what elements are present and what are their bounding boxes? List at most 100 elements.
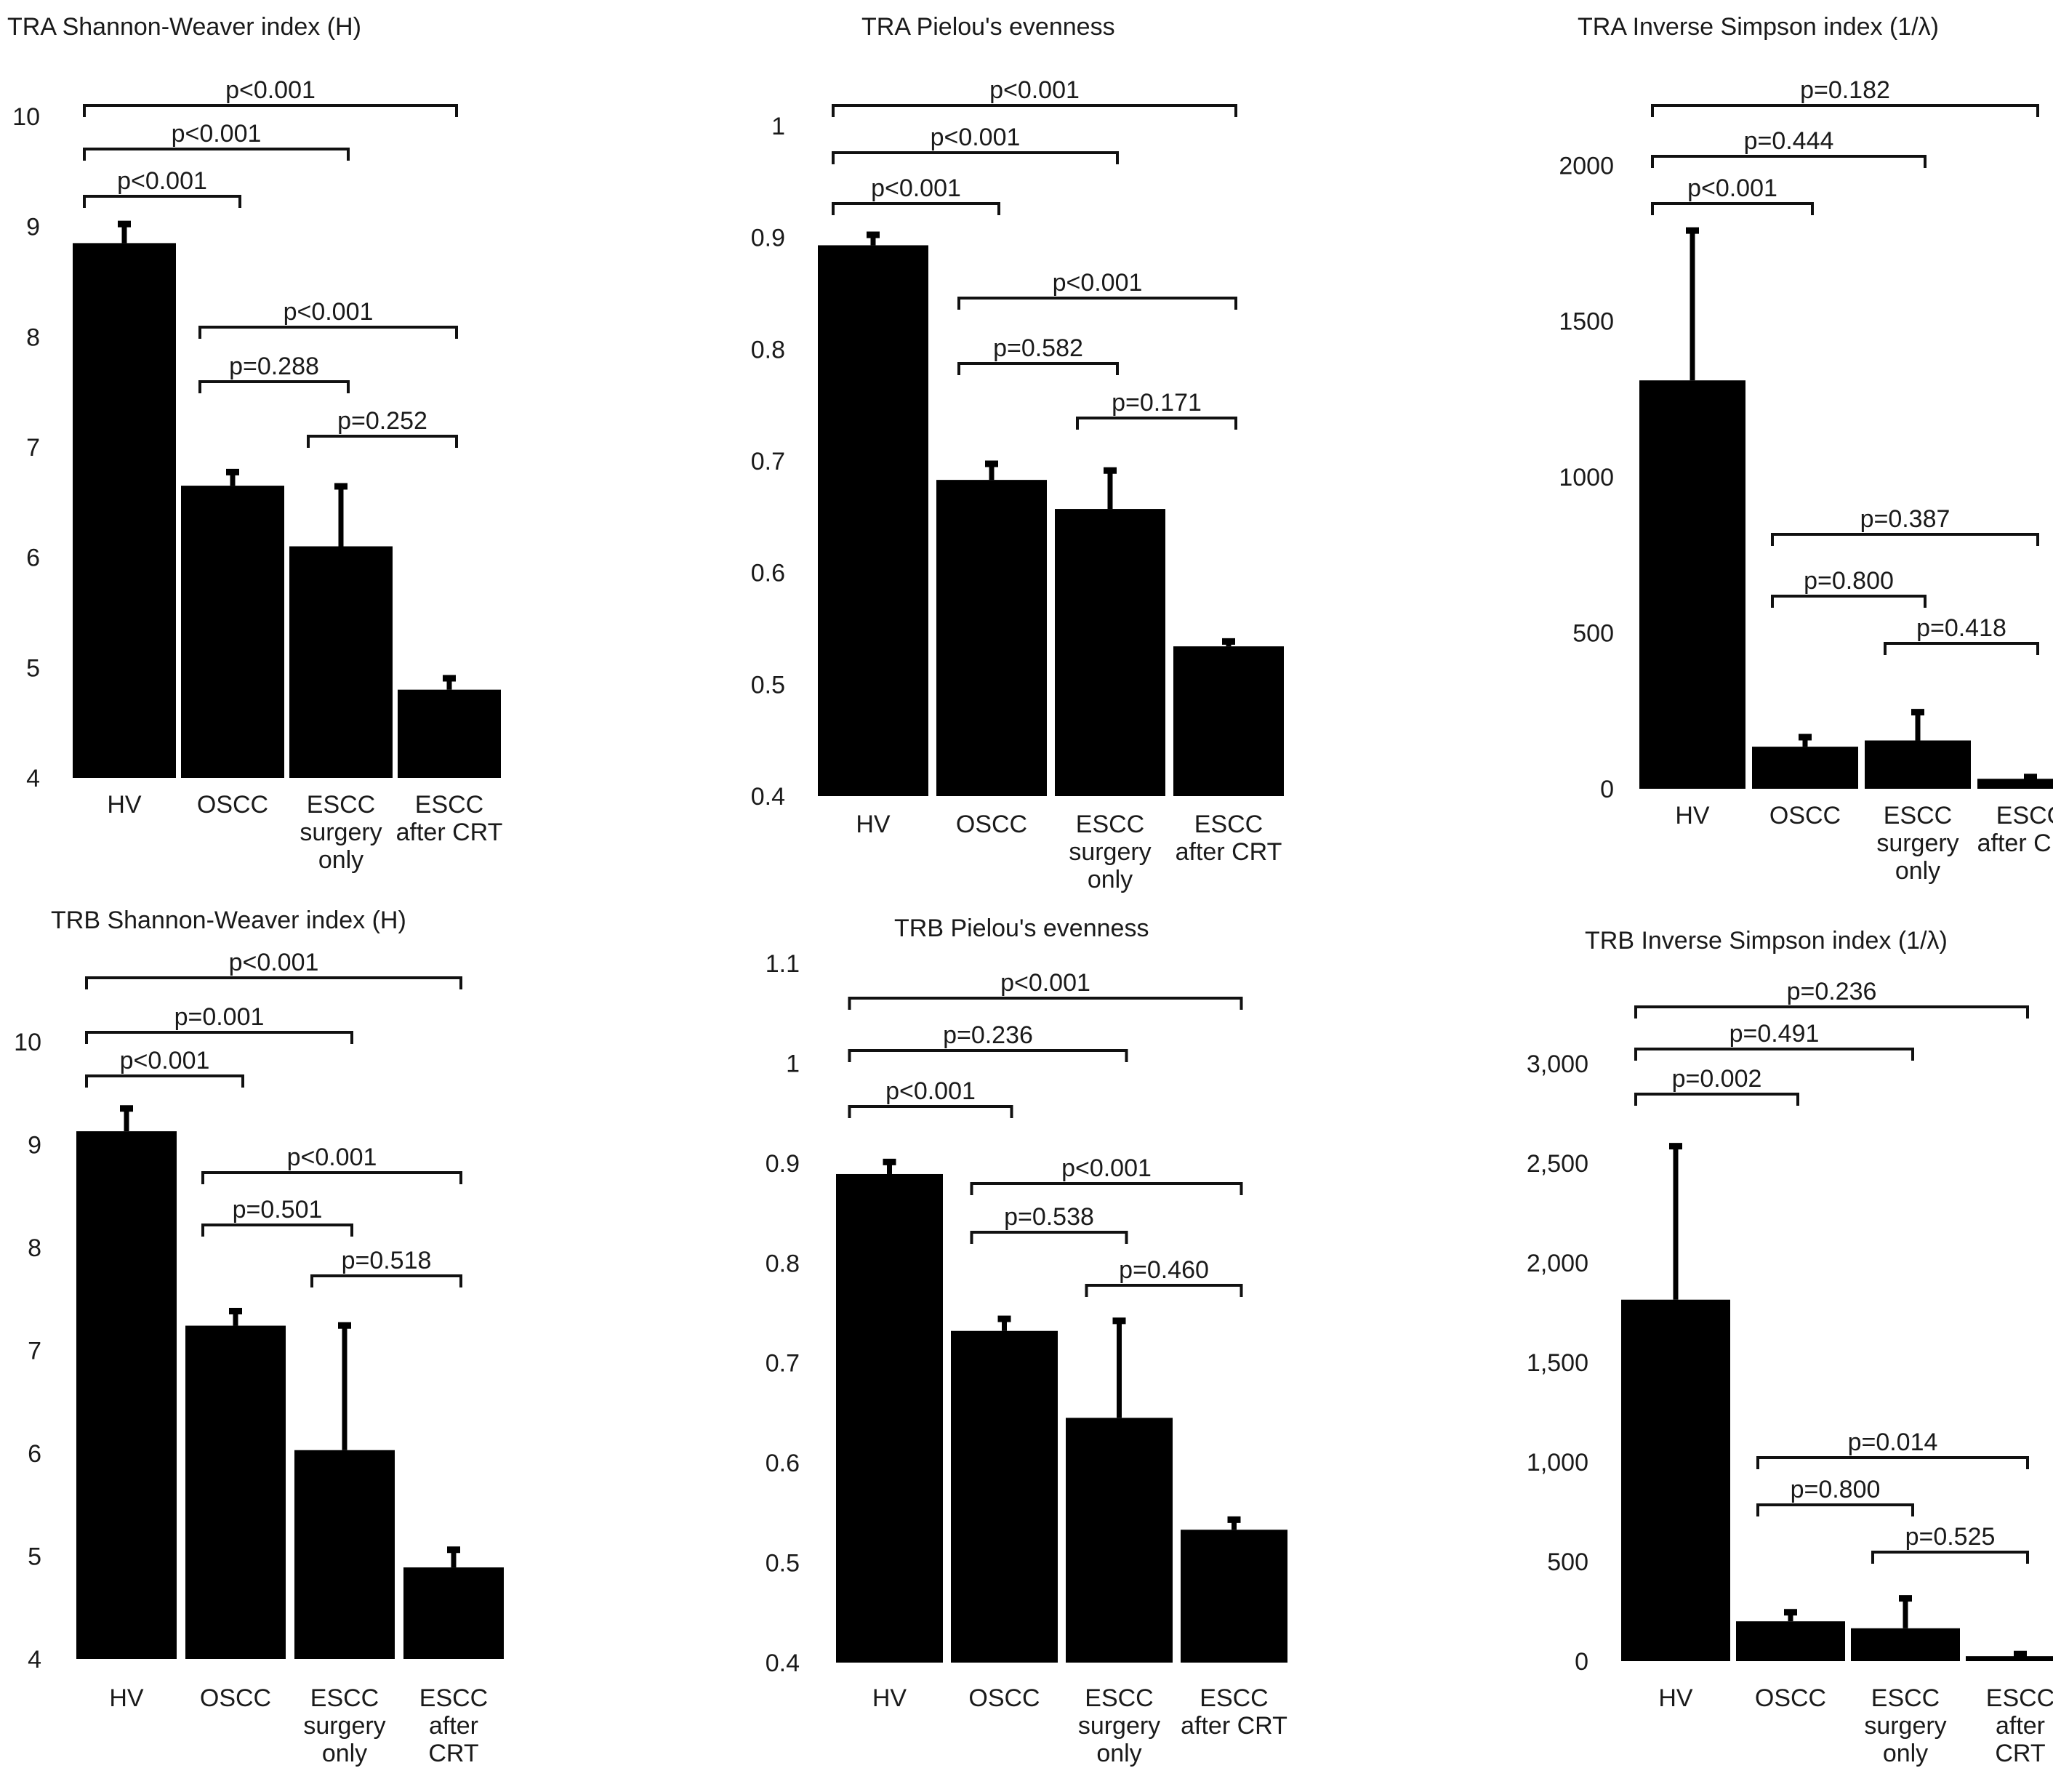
- significance-bracket: [848, 1105, 1013, 1118]
- bar-1: [818, 245, 928, 796]
- p-value-label: p=0.252: [337, 407, 427, 435]
- y-tick-label: 5: [28, 1543, 41, 1571]
- p-value-label: p=0.288: [229, 353, 319, 380]
- bar-4: [1966, 1656, 2053, 1661]
- chart-title: TRA Inverse Simpson index (1/λ): [1578, 13, 1939, 41]
- p-value-label: p=0.518: [342, 1247, 432, 1274]
- bar-1: [73, 243, 176, 779]
- x-tick-label: OSCC: [200, 1684, 271, 1712]
- y-tick-label: 6: [28, 1440, 41, 1468]
- y-tick-label: 1,000: [1527, 1449, 1588, 1476]
- chart-panel-2: TRA Pielou's evenness 0.4 0.5 0.6 0.7 0.8 0.9 1…: [751, 13, 1284, 893]
- p-value-label: p=0.387: [1860, 505, 1950, 533]
- x-tick-label: ESCC: [1200, 1684, 1268, 1712]
- x-tick-label: only: [1883, 1740, 1928, 1767]
- bar-4: [1977, 779, 2053, 789]
- bar-2: [185, 1325, 286, 1659]
- chart-title: TRB Pielou's evenness: [894, 915, 1149, 942]
- x-tick-label: only: [1088, 866, 1133, 893]
- x-tick-label: HV: [856, 811, 891, 838]
- y-tick-label: 9: [26, 214, 40, 241]
- significance-bracket: [1771, 533, 2039, 546]
- x-tick-label: HV: [1675, 802, 1710, 829]
- bar-1: [1621, 1299, 1730, 1661]
- significance-bracket: [1634, 1005, 2029, 1018]
- bar-3: [1055, 509, 1165, 796]
- x-tick-label: after CRT: [1181, 1712, 1287, 1740]
- bar-1: [76, 1131, 177, 1659]
- x-tick-label: only: [318, 846, 363, 874]
- significance-bracket: [970, 1231, 1128, 1244]
- y-tick-label: 7: [28, 1338, 41, 1365]
- p-value-label: p<0.001: [1061, 1154, 1152, 1182]
- bar-3: [289, 546, 393, 778]
- chart-title: TRB Shannon-Weaver index (H): [51, 907, 406, 934]
- p-value-label: p=0.002: [1672, 1065, 1762, 1093]
- bar-3: [1851, 1628, 1960, 1661]
- y-tick-label: 0: [1600, 776, 1614, 803]
- x-tick-label: ESCC: [1884, 802, 1952, 829]
- x-tick-label: only: [1096, 1740, 1141, 1767]
- significance-bracket: [1756, 1503, 1914, 1516]
- p-value-label: p<0.001: [1687, 174, 1777, 202]
- x-tick-label: OSCC: [956, 811, 1027, 838]
- bar-1: [836, 1173, 943, 1663]
- significance-bracket: [832, 202, 1000, 215]
- y-tick-label: 0.6: [766, 1450, 800, 1477]
- x-tick-label: only: [1895, 857, 1940, 885]
- bar-4: [1181, 1530, 1287, 1663]
- p-value-label: p=0.236: [943, 1021, 1033, 1049]
- x-tick-label: HV: [107, 791, 142, 819]
- x-tick-label: surgery: [300, 819, 382, 846]
- y-tick-label: 0: [1575, 1648, 1588, 1676]
- significance-bracket: [85, 976, 462, 989]
- significance-bracket: [957, 362, 1119, 375]
- p-value-label: p=0.582: [993, 334, 1083, 362]
- y-tick-label: 9: [28, 1132, 41, 1160]
- chart-panel-5: TRB Pielou's evenness 0.4 0.5 0.6 0.7 0.8 0.9 1…: [766, 915, 1287, 1767]
- significance-bracket: [832, 104, 1237, 117]
- significance-bracket: [832, 151, 1119, 164]
- bar-4: [1173, 646, 1284, 796]
- x-tick-label: after CRT: [396, 819, 503, 846]
- significance-bracket: [83, 195, 241, 208]
- y-tick-label: 500: [1572, 620, 1614, 648]
- p-value-label: p<0.001: [1053, 269, 1143, 297]
- x-tick-label: OSCC: [1769, 802, 1841, 829]
- x-tick-label: ESCC: [1986, 1684, 2053, 1712]
- p-value-label: p<0.001: [1000, 969, 1090, 997]
- chart-title: TRB Inverse Simpson index (1/λ): [1585, 927, 1948, 955]
- p-value-label: p<0.001: [120, 1047, 210, 1074]
- y-tick-label: 0.7: [766, 1350, 800, 1378]
- significance-bracket: [957, 297, 1237, 310]
- y-tick-label: 1000: [1559, 464, 1614, 491]
- p-value-label: p=0.525: [1905, 1523, 1996, 1551]
- y-tick-label: 2000: [1559, 152, 1614, 180]
- x-tick-label: ESCC: [419, 1684, 488, 1712]
- y-tick-label: 0.4: [766, 1650, 800, 1677]
- bar-2: [936, 480, 1047, 796]
- p-value-label: p<0.001: [225, 76, 316, 104]
- x-tick-label: after: [1996, 1712, 2045, 1740]
- bar-2: [951, 1330, 1058, 1663]
- significance-bracket: [1634, 1048, 1914, 1061]
- y-tick-label: 0.7: [751, 448, 785, 475]
- y-tick-label: 6: [26, 545, 40, 572]
- y-tick-label: 4: [26, 765, 40, 792]
- x-tick-label: ESCC: [1194, 811, 1263, 838]
- x-tick-label: surgery: [1864, 1712, 1946, 1740]
- p-value-label: p=0.182: [1800, 76, 1890, 104]
- x-tick-label: CRT: [428, 1740, 478, 1767]
- bar-2: [1736, 1621, 1845, 1661]
- bar-4: [403, 1567, 504, 1659]
- x-tick-label: OSCC: [197, 791, 268, 819]
- significance-bracket: [1871, 1551, 2029, 1564]
- significance-bracket: [83, 104, 458, 117]
- x-tick-label: ESCC: [1085, 1684, 1153, 1712]
- y-tick-label: 4: [28, 1646, 41, 1674]
- x-tick-label: surgery: [303, 1712, 385, 1740]
- significance-bracket: [307, 435, 458, 448]
- x-tick-label: surgery: [1078, 1712, 1160, 1740]
- bar-2: [181, 486, 284, 778]
